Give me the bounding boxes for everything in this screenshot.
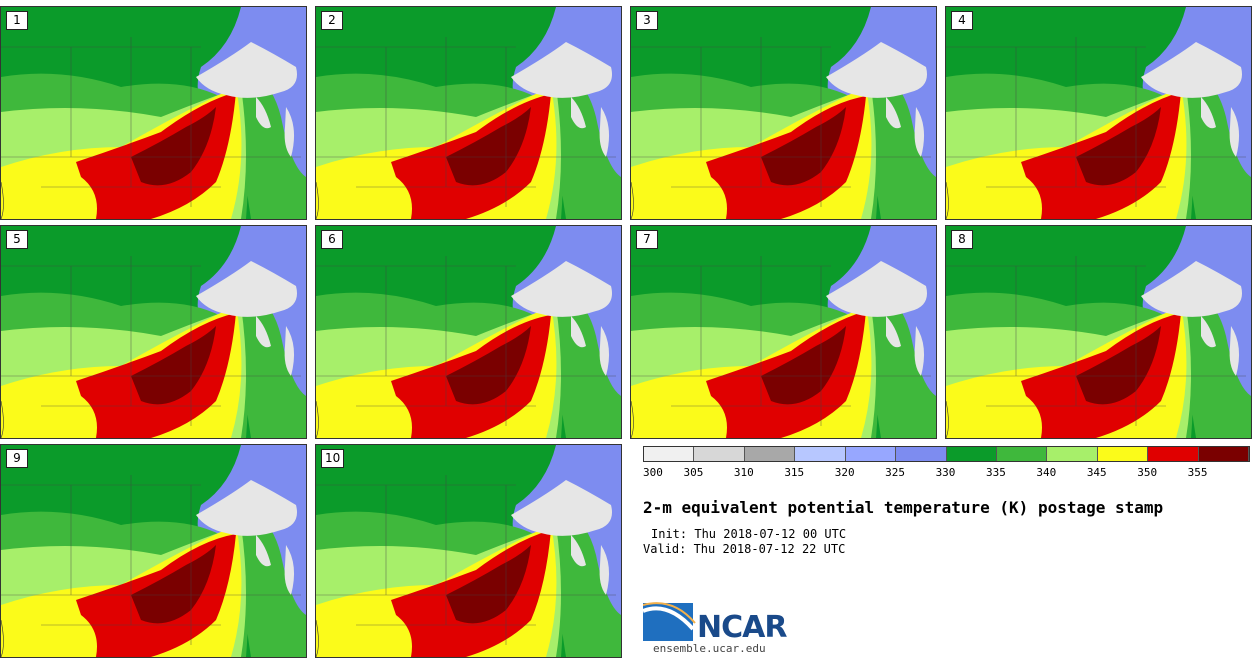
map-panel: 3 (630, 6, 937, 220)
map-panel: 9 (0, 444, 307, 658)
panel-number-label: 10 (321, 449, 345, 468)
site-url: ensemble.ucar.edu (653, 642, 766, 655)
map-panel: 1 (0, 6, 307, 220)
panel-number-label: 1 (6, 11, 28, 30)
colorbar-tick-label: 305 (683, 466, 704, 479)
chart-title: 2-m equivalent potential temperature (K)… (643, 498, 1164, 517)
colorbar-swatch (795, 447, 846, 461)
colorbar-tick-label: 330 (935, 466, 956, 479)
panel-number-label: 9 (6, 449, 28, 468)
colorbar-tick-label: 315 (784, 466, 805, 479)
colorbar-swatch (845, 447, 897, 461)
colorbar-swatch (996, 447, 1048, 461)
colorbar-swatch (1097, 447, 1149, 461)
valid-time: Valid: Thu 2018-07-12 22 UTC (643, 542, 846, 556)
panel-number-label: 5 (6, 230, 28, 249)
colorbar-swatch (1047, 447, 1098, 461)
colorbar-tick-label: 355 (1187, 466, 1208, 479)
colorbar-swatch (896, 447, 947, 461)
colorbar-tick-label: 340 (1036, 466, 1057, 479)
colorbar-tick-label: 300 (643, 466, 663, 479)
colorbar-tick-label: 310 (733, 466, 754, 479)
panel-number-label: 7 (636, 230, 658, 249)
colorbar-tick-label: 325 (885, 466, 906, 479)
colorbar-swatch (946, 447, 997, 461)
panel-number-label: 8 (951, 230, 973, 249)
panel-number-label: 6 (321, 230, 343, 249)
colorbar-swatch (1148, 447, 1199, 461)
colorbar-tick-label: 350 (1137, 466, 1158, 479)
map-panel: 8 (945, 225, 1252, 439)
panel-number-label: 2 (321, 11, 343, 30)
logo-wordmark: NCAR (697, 610, 787, 645)
colorbar-tick-label: 320 (834, 466, 855, 479)
colorbar-swatch (744, 447, 796, 461)
map-panel: 6 (315, 225, 622, 439)
colorbar-tick-label: 345 (1086, 466, 1107, 479)
map-panel: 4 (945, 6, 1252, 220)
colorbar-swatch (1198, 447, 1250, 461)
map-panel: 5 (0, 225, 307, 439)
map-panel: 10 (315, 444, 622, 658)
colorbar (643, 446, 1250, 462)
colorbar-swatch (694, 447, 745, 461)
panel-number-label: 3 (636, 11, 658, 30)
panel-number-label: 4 (951, 11, 973, 30)
colorbar-ticks: 300 305 310 315 320 325 330 335 340 345 350 355 (643, 466, 1248, 480)
colorbar-swatch (644, 447, 695, 461)
init-time: Init: Thu 2018-07-12 00 UTC (651, 527, 847, 541)
map-panel: 2 (315, 6, 622, 220)
map-panel: 7 (630, 225, 937, 439)
ncar-logo-icon (643, 602, 696, 641)
colorbar-tick-label: 335 (985, 466, 1006, 479)
